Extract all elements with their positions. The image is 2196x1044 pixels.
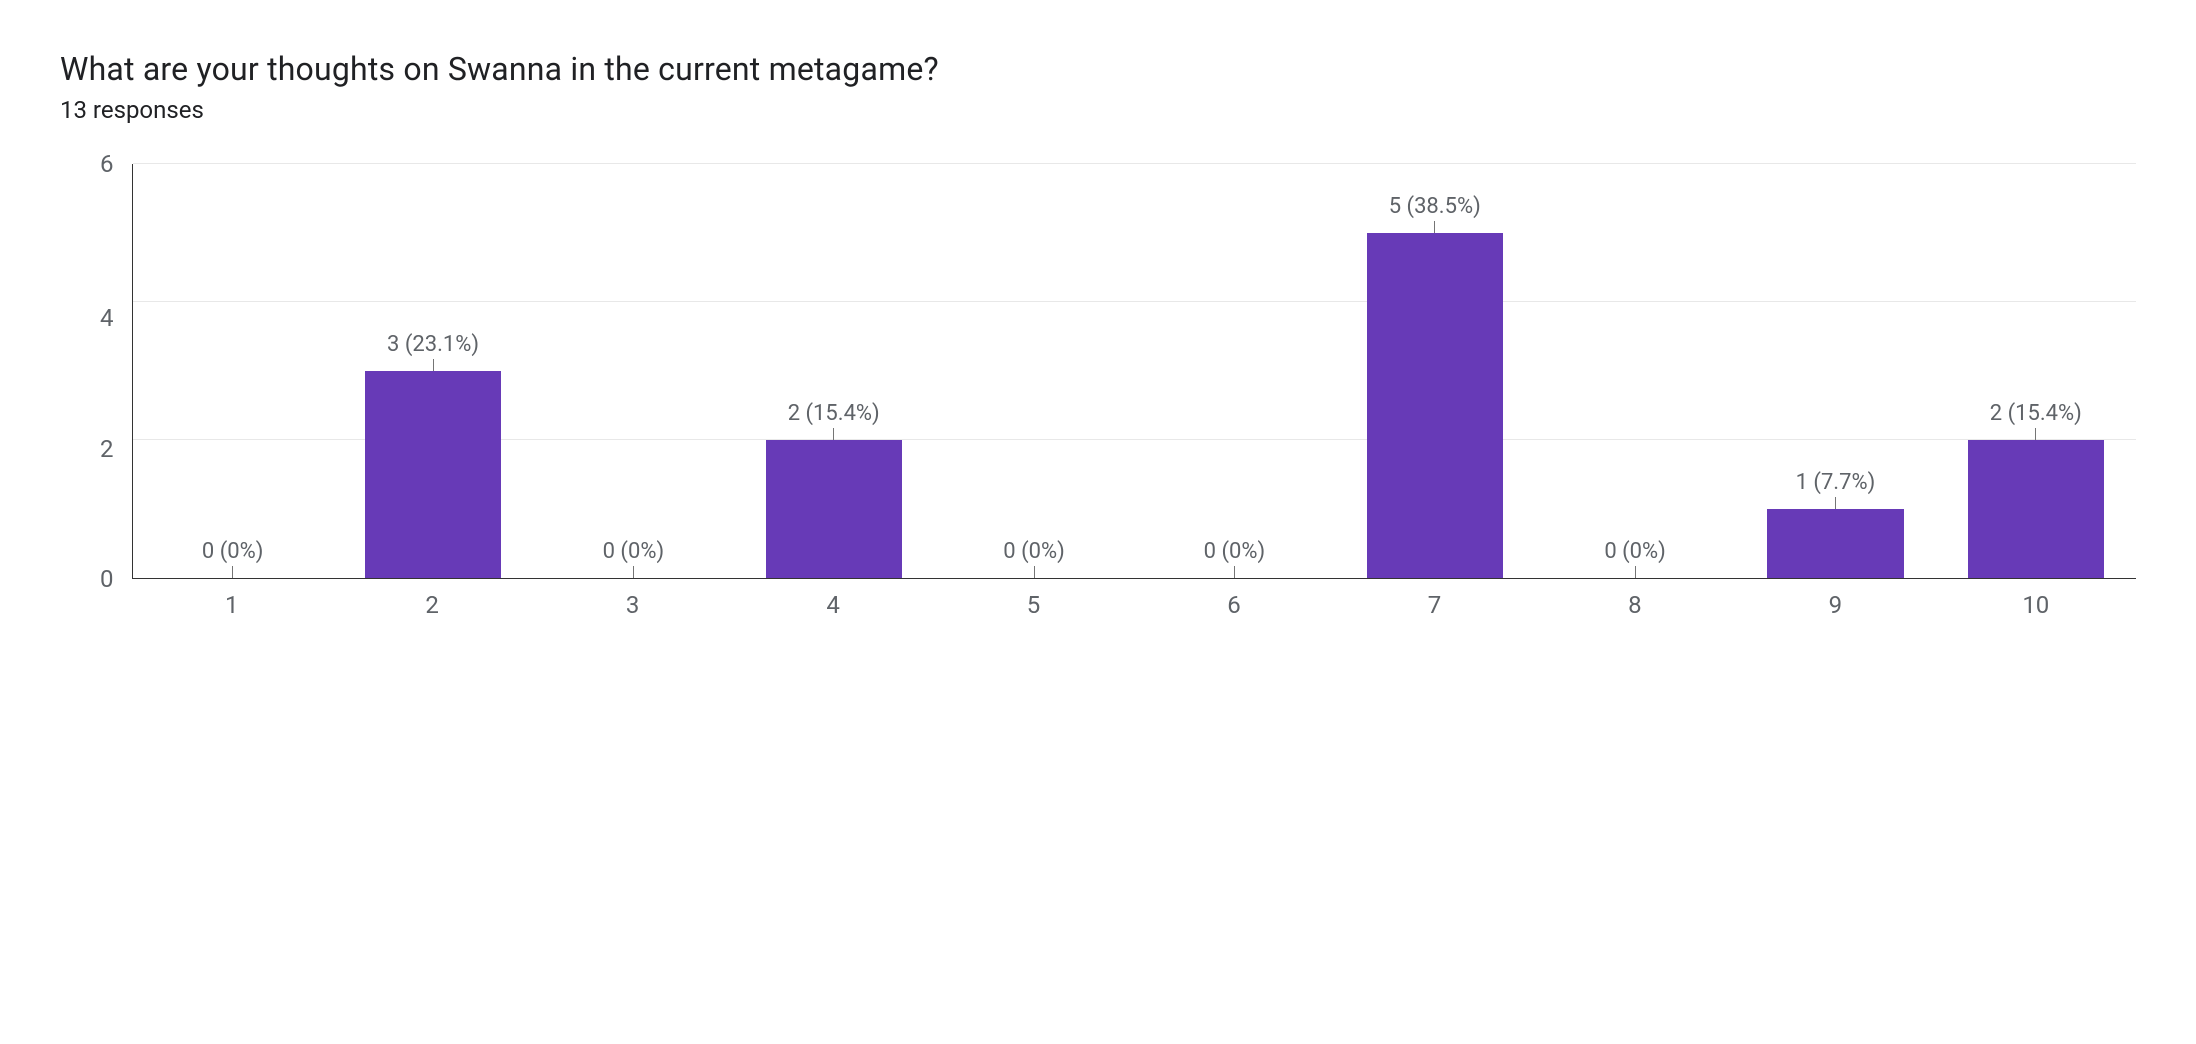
x-axis-wrapper: 6 12345678910 <box>100 579 2136 619</box>
bar-tick <box>433 359 434 371</box>
bar-data-label: 3 (23.1%) <box>387 332 479 357</box>
bar-tick <box>1835 497 1836 509</box>
chart-title: What are your thoughts on Swanna in the … <box>60 50 2136 88</box>
bar-slot: 0 (0%) <box>133 164 333 578</box>
x-label: 5 <box>933 591 1133 619</box>
bar <box>1968 440 2104 578</box>
bar-slot: 0 (0%) <box>533 164 733 578</box>
bar-data-label: 0 (0%) <box>1604 539 1666 564</box>
bar-data-label: 0 (0%) <box>603 539 665 564</box>
bar-slot: 2 (15.4%) <box>734 164 934 578</box>
bar-slot: 0 (0%) <box>1535 164 1735 578</box>
x-label: 8 <box>1535 591 1735 619</box>
bar <box>1767 509 1903 578</box>
y-tick: 4 <box>100 306 114 330</box>
x-axis: 12345678910 <box>132 579 2137 619</box>
bar <box>766 440 902 578</box>
bar-data-label: 5 (38.5%) <box>1389 194 1481 219</box>
bar-tick <box>2035 428 2036 440</box>
bar-slot: 0 (0%) <box>934 164 1134 578</box>
bar-data-label: 0 (0%) <box>202 539 264 564</box>
x-label: 2 <box>332 591 532 619</box>
chart-subtitle: 13 responses <box>60 96 2136 124</box>
bar-slot: 0 (0%) <box>1134 164 1334 578</box>
bar-tick <box>1234 566 1235 578</box>
bar-data-label: 1 (7.7%) <box>1796 470 1876 495</box>
x-label: 10 <box>1936 591 2136 619</box>
bars-row: 0 (0%) 3 (23.1%) 0 (0%) 2 (15.4%) 0 (0%) 0 (0… <box>133 164 2137 578</box>
chart-container: What are your thoughts on Swanna in the … <box>60 50 2136 619</box>
bar <box>1367 233 1503 578</box>
bar-tick <box>1635 566 1636 578</box>
y-tick: 2 <box>100 437 114 461</box>
x-label: 3 <box>532 591 732 619</box>
x-label: 4 <box>733 591 933 619</box>
x-label: 1 <box>132 591 332 619</box>
x-label: 9 <box>1735 591 1935 619</box>
bar <box>365 371 501 578</box>
bar-slot: 2 (15.4%) <box>1936 164 2136 578</box>
y-axis: 6420 <box>100 164 132 579</box>
bar-slot: 5 (38.5%) <box>1335 164 1535 578</box>
bar-data-label: 0 (0%) <box>1003 539 1065 564</box>
y-tick: 6 <box>100 152 114 176</box>
bar-tick <box>833 428 834 440</box>
bar-tick <box>1034 566 1035 578</box>
bar-data-label: 0 (0%) <box>1204 539 1266 564</box>
bar-slot: 1 (7.7%) <box>1735 164 1935 578</box>
bar-slot: 3 (23.1%) <box>333 164 533 578</box>
chart-wrapper: 6420 0 (0%)3 (23.1%)0 (0%)2 (15.4%)0 (0%… <box>100 164 2136 579</box>
bar-data-label: 2 (15.4%) <box>1990 401 2082 426</box>
x-label: 6 <box>1134 591 1334 619</box>
y-tick: 0 <box>100 567 114 591</box>
plot-area: 0 (0%) 3 (23.1%) 0 (0%) 2 (15.4%) 0 (0%) 0 (0… <box>132 164 2137 579</box>
bar-tick <box>232 566 233 578</box>
x-label: 7 <box>1334 591 1534 619</box>
bar-tick <box>1434 221 1435 233</box>
bar-tick <box>633 566 634 578</box>
bar-data-label: 2 (15.4%) <box>788 401 880 426</box>
